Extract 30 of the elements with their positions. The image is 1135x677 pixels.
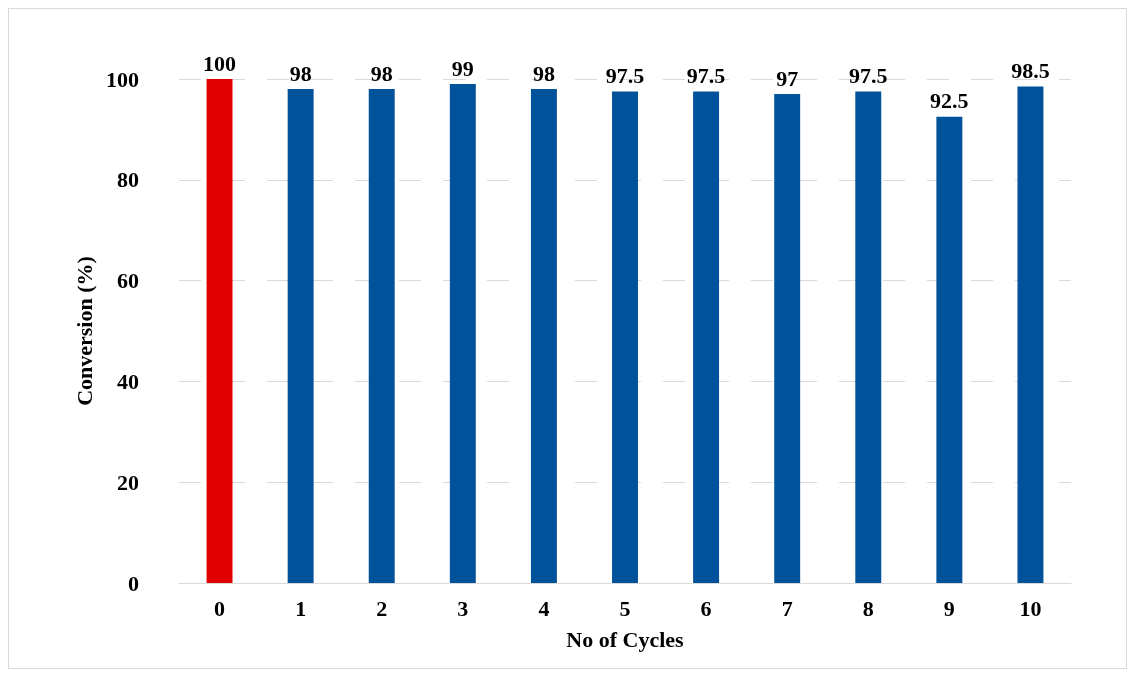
x-tick-label: 6	[700, 595, 712, 621]
x-tick-label: 9	[943, 595, 955, 621]
data-label: 97	[776, 65, 799, 91]
y-tick-label: 20	[117, 469, 139, 495]
x-tick-label: 8	[862, 595, 874, 621]
y-tick-label: 0	[128, 570, 139, 596]
x-tick-label: 7	[781, 595, 793, 621]
x-tick-label: 4	[538, 595, 550, 621]
y-tick-label: 100	[106, 66, 139, 92]
data-label: 98	[289, 60, 312, 86]
x-tick-label: 1	[295, 595, 307, 621]
y-tick-label: 80	[117, 167, 139, 193]
data-label: 92.5	[930, 88, 969, 114]
y-tick-label: 60	[117, 268, 139, 294]
data-label: 98.5	[1011, 58, 1050, 84]
data-label: 97.5	[605, 63, 645, 89]
x-tick-label: 10	[1019, 595, 1042, 621]
data-label: 99	[451, 55, 474, 81]
y-axis-title: Conversion (%)	[71, 256, 97, 406]
data-label: 97.5	[849, 63, 888, 89]
x-tick-label: 5	[619, 595, 631, 621]
data-label: 97.5	[686, 63, 726, 89]
x-tick-label: 2	[376, 595, 388, 621]
data-label: 98	[370, 60, 393, 86]
x-tick-label: 0	[214, 595, 226, 621]
x-tick-label: 3	[457, 595, 469, 621]
data-label: 100	[203, 50, 237, 76]
data-label: 98	[532, 60, 555, 86]
y-tick-label: 40	[117, 368, 139, 394]
x-axis-title: No of Cycles	[566, 626, 685, 652]
